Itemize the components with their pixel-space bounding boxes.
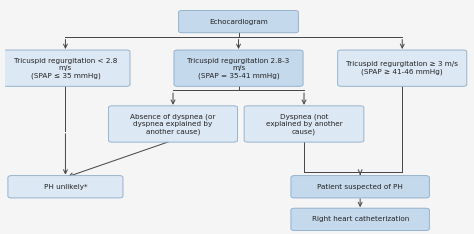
FancyBboxPatch shape [337,50,467,86]
FancyBboxPatch shape [174,50,303,86]
FancyBboxPatch shape [291,208,429,230]
Text: Tricuspid regurgitation < 2.8
m/s
(SPAP ≤ 35 mmHg): Tricuspid regurgitation < 2.8 m/s (SPAP … [14,58,117,79]
FancyBboxPatch shape [291,176,429,198]
FancyBboxPatch shape [1,50,130,86]
Text: PH unlikely*: PH unlikely* [44,184,87,190]
Text: Absence of dyspnea (or
dyspnea explained by
another cause): Absence of dyspnea (or dyspnea explained… [130,113,216,135]
FancyBboxPatch shape [109,106,237,142]
FancyBboxPatch shape [179,11,299,33]
Text: Right heart catheterization: Right heart catheterization [311,216,409,222]
Text: Echocardiogram: Echocardiogram [209,19,268,25]
FancyBboxPatch shape [244,106,364,142]
Text: Tricuspid regurgitation ≥ 3 m/s
(SPAP ≥ 41-46 mmHg): Tricuspid regurgitation ≥ 3 m/s (SPAP ≥ … [346,61,458,75]
FancyBboxPatch shape [8,176,123,198]
Text: Dyspnea (not
explained by another
cause): Dyspnea (not explained by another cause) [265,113,342,135]
Text: Patient suspected of PH: Patient suspected of PH [317,184,403,190]
Text: Tricuspid regurgitation 2.8-3
m/s
(SPAP = 35-41 mmHg): Tricuspid regurgitation 2.8-3 m/s (SPAP … [187,58,290,79]
